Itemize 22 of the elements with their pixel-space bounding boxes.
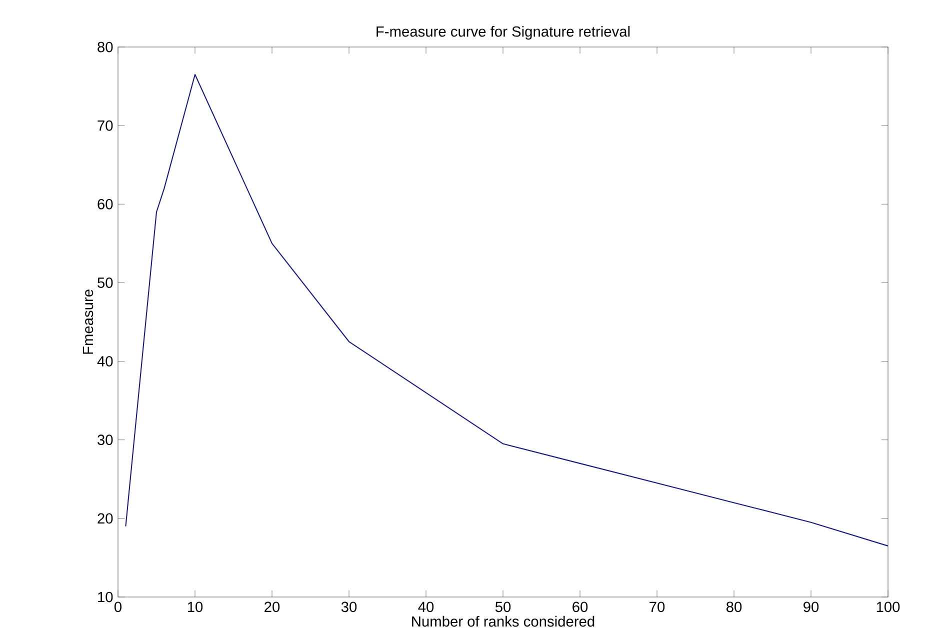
y-tick-label: 50 [98, 278, 113, 288]
y-tick-label: 80 [98, 42, 113, 52]
y-tick-label: 10 [98, 592, 113, 602]
y-tick-label: 60 [98, 198, 113, 210]
x-tick-label: 10 [188, 602, 203, 612]
x-tick-label: 80 [726, 602, 742, 612]
x-tick-label: 20 [264, 602, 280, 612]
y-axis-title: Fmeasure [82, 290, 94, 354]
y-tick-label: 20 [98, 513, 113, 524]
x-tick-label: 50 [495, 602, 511, 612]
x-tick-label: 40 [418, 602, 434, 612]
x-tick-label: 60 [572, 602, 588, 612]
y-tick-label: 30 [98, 434, 113, 446]
chart-title: F-measure curve for Signature retrieval [376, 26, 630, 40]
y-tick-label: 70 [98, 120, 113, 131]
x-tick-label: 70 [650, 602, 665, 612]
x-tick-label: 100 [876, 602, 900, 612]
x-tick-label: 0 [114, 602, 122, 612]
x-tick-label: 30 [341, 602, 357, 612]
x-tick-label: 90 [804, 602, 819, 612]
y-tick-label: 40 [97, 356, 113, 366]
x-axis-title: Number of ranks considered [412, 616, 594, 627]
